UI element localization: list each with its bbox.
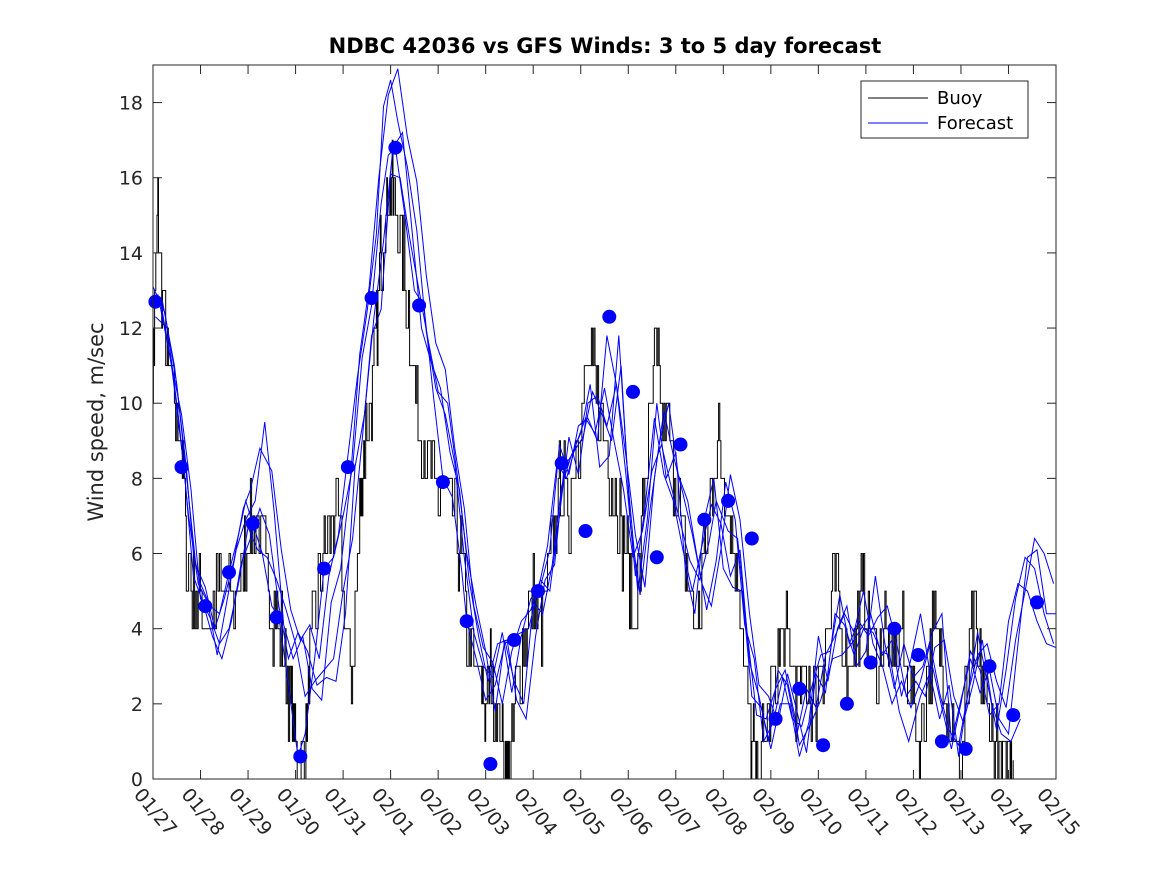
y-tick-label: 4	[131, 619, 143, 641]
forecast-marker	[174, 460, 189, 475]
forecast-marker	[816, 738, 831, 753]
forecast-marker	[222, 565, 236, 580]
y-tick-label: 10	[119, 393, 143, 415]
forecast-line	[153, 79, 1055, 747]
forecast-marker	[721, 493, 736, 508]
chart-title: NDBC 42036 vs GFS Winds: 3 to 5 day fore…	[329, 34, 882, 58]
forecast-marker	[317, 561, 332, 576]
y-tick-label: 18	[119, 93, 143, 115]
plot-area-border	[152, 64, 1057, 780]
forecast-marker	[934, 734, 949, 749]
y-tick-label: 6	[131, 544, 143, 566]
forecast-marker	[435, 475, 450, 490]
y-tick-label: 16	[119, 168, 143, 190]
forecast-marker	[148, 294, 163, 309]
forecast-line	[157, 173, 1056, 757]
forecast-marker	[744, 531, 759, 546]
forecast-line	[155, 68, 1055, 757]
forecast-marker	[863, 655, 878, 670]
forecast-marker	[578, 524, 593, 538]
forecast-marker	[982, 659, 997, 674]
forecast-marker	[792, 681, 807, 696]
y-tick-label: 14	[119, 243, 143, 265]
forecast-marker	[911, 648, 926, 662]
forecast-marker	[507, 633, 522, 647]
forecast-marker	[958, 741, 973, 756]
y-tick-label: 2	[131, 694, 143, 716]
forecast-marker	[768, 711, 783, 726]
forecast-line	[159, 131, 1021, 744]
forecast-markers-group	[148, 140, 1044, 771]
legend-box	[860, 80, 1029, 139]
y-tick-label: 12	[119, 318, 143, 340]
forecast-marker	[554, 456, 569, 471]
forecast-marker	[198, 599, 213, 614]
y-axis: 0 2 4 6 8 10 12 14 16 18	[119, 93, 1056, 791]
legend-buoy-label: Buoy	[937, 88, 983, 109]
y-tick-label: 8	[131, 468, 143, 490]
forecast-marker	[602, 309, 617, 324]
forecast-marker	[697, 512, 712, 527]
forecast-marker	[459, 614, 474, 629]
forecast-marker	[531, 584, 545, 599]
forecast-marker	[364, 291, 379, 305]
forecast-marker	[626, 384, 640, 399]
legend: Buoy Forecast	[860, 80, 1029, 139]
forecast-marker	[245, 516, 260, 531]
legend-forecast-label: Forecast	[937, 113, 1013, 134]
forecast-marker	[649, 550, 664, 565]
forecast-marker	[269, 610, 284, 625]
forecast-marker	[839, 696, 854, 711]
forecast-marker	[483, 757, 498, 771]
forecast-marker	[1006, 708, 1021, 723]
forecast-marker	[388, 140, 403, 155]
forecast-marker	[1030, 595, 1044, 610]
forecast-marker	[887, 621, 902, 636]
forecast-marker	[412, 298, 427, 313]
y-axis-label: Wind speed, m/sec	[84, 322, 108, 521]
forecast-marker	[293, 749, 308, 764]
forecast-marker	[340, 460, 355, 475]
y-tick-label: 0	[131, 769, 143, 791]
forecast-marker	[673, 437, 688, 452]
